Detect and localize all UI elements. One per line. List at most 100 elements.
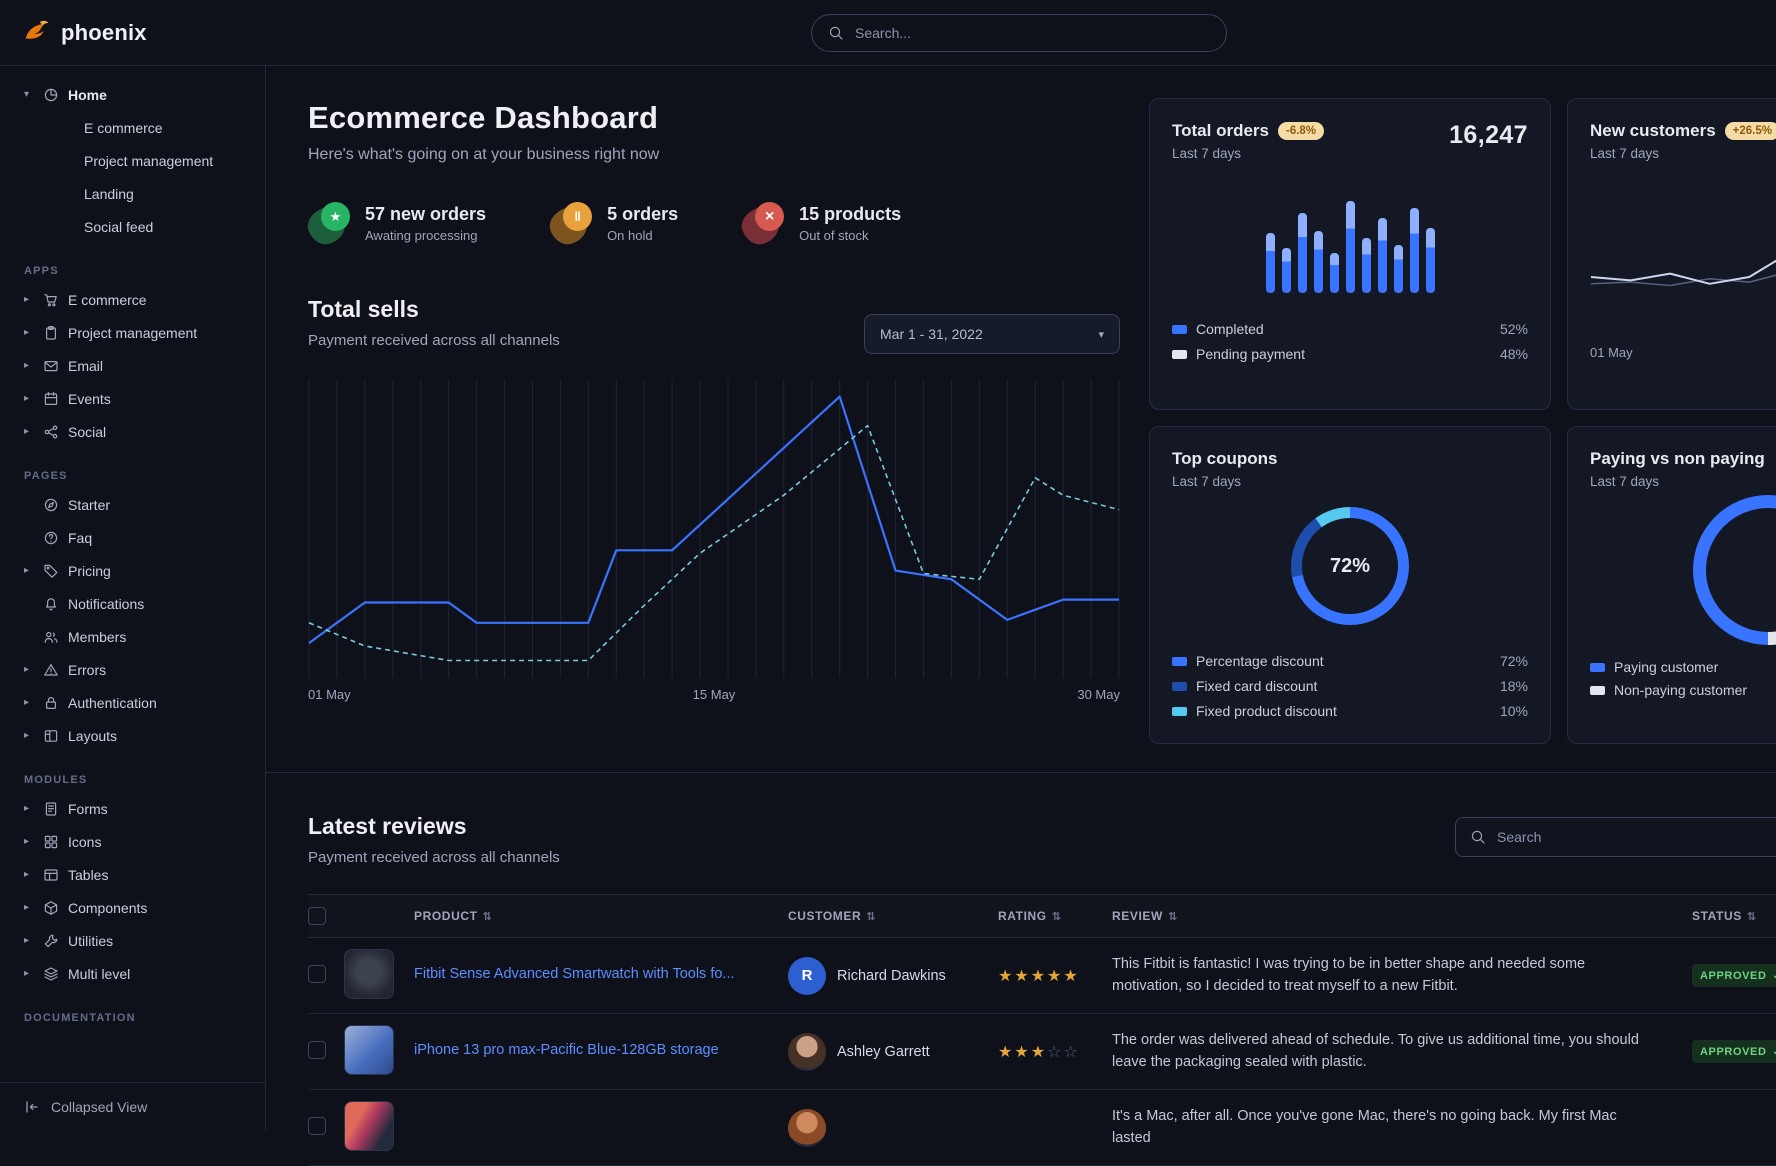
sidebar-collapse-toggle[interactable]: Collapsed View <box>0 1082 265 1130</box>
stat-value: 15 products <box>799 203 902 224</box>
row-checkbox[interactable] <box>308 1117 326 1135</box>
sidebar-item-forms[interactable]: ▸ Forms <box>0 792 265 825</box>
caret-right-icon: ▸ <box>24 426 30 437</box>
sidebar-item-utilities[interactable]: ▸ Utilities <box>0 924 265 957</box>
caret-right-icon: ▸ <box>24 836 30 847</box>
change-badge: -6.8% <box>1277 122 1325 140</box>
product-link[interactable]: iPhone 13 pro max-Pacific Blue-128GB sto… <box>414 1042 719 1058</box>
total-orders-card: Total orders -6.8% Last 7 days 16,247 Co… <box>1149 98 1551 410</box>
sidebar-item-project-management-dashboard[interactable]: Project management <box>0 144 265 177</box>
x-tick: 01 May <box>1590 345 1633 360</box>
topbar-search-input[interactable] <box>853 24 1210 42</box>
avatar <box>788 1108 826 1147</box>
product-image[interactable] <box>344 1025 394 1075</box>
sidebar-item-members[interactable]: Members <box>0 620 265 653</box>
new-customers-chart <box>1590 221 1776 331</box>
sort-icon: ⇅ <box>1167 910 1178 923</box>
sidebar-item-tables[interactable]: ▸ Tables <box>0 858 265 891</box>
total-sells-x-axis: 01 May 15 May 30 May <box>308 687 1120 702</box>
reviews-search-input[interactable] <box>1495 828 1770 846</box>
sidebar-item-home[interactable]: ▾ Home <box>0 78 265 111</box>
sidebar-item-email[interactable]: ▸ Email <box>0 349 265 382</box>
caret-right-icon: ▸ <box>24 968 30 979</box>
card-period: Last 7 days <box>1590 474 1660 489</box>
sidebar-item-ecommerce-dashboard[interactable]: E commerce <box>0 111 265 144</box>
sidebar-item-social[interactable]: ▸ Social <box>0 415 265 448</box>
sidebar-item-notifications[interactable]: Notifications <box>0 587 265 620</box>
sidebar-item-label: Pricing <box>68 562 111 579</box>
legend-item: Fixed product discount 10% <box>1172 703 1528 719</box>
stat-value: 57 new orders <box>365 203 487 224</box>
col-status[interactable]: STATUS ⇅ <box>1692 909 1757 923</box>
col-review[interactable]: REVIEW ⇅ <box>1112 909 1178 923</box>
sidebar-item-label: Forms <box>68 800 108 817</box>
col-rating[interactable]: RATING ⇅ <box>998 909 1062 923</box>
caret-right-icon: ▸ <box>24 902 30 913</box>
paying-vs-nonpaying-card: Paying vs non paying Last 7 days Paying … <box>1567 426 1776 744</box>
sidebar-item-layouts[interactable]: ▸ Layouts <box>0 719 265 752</box>
x-tick: 01 May <box>308 687 351 702</box>
row-checkbox[interactable] <box>308 1041 326 1059</box>
card-period: Last 7 days <box>1172 474 1242 489</box>
col-product[interactable]: PRODUCT ⇅ <box>414 909 493 923</box>
legend-bullet <box>1590 685 1605 695</box>
total-sells-subtitle: Payment received across all channels <box>308 332 560 349</box>
sidebar-item-label: Tables <box>68 866 109 883</box>
product-link[interactable]: Fitbit Sense Advanced Smartwatch with To… <box>414 966 735 982</box>
col-customer[interactable]: CUSTOMER ⇅ <box>788 909 877 923</box>
caret-right-icon: ▸ <box>24 565 30 576</box>
sidebar-item-starter[interactable]: Starter <box>0 488 265 521</box>
caret-down-icon: ▾ <box>24 89 30 100</box>
review-text: The order was delivered ahead of schedul… <box>1112 1031 1639 1070</box>
reviews-search[interactable] <box>1455 817 1776 857</box>
search-icon <box>1470 829 1486 845</box>
sidebar-item-authentication[interactable]: ▸ Authentication <box>0 686 265 719</box>
card-period: Last 7 days <box>1172 146 1242 161</box>
sort-icon: ⇅ <box>1051 910 1062 923</box>
sidebar-item-icons[interactable]: ▸ Icons <box>0 825 265 858</box>
brand-logo[interactable]: phoenix <box>22 16 147 49</box>
sidebar-item-multi-level[interactable]: ▸ Multi level <box>0 957 265 990</box>
sidebar-item-errors[interactable]: ▸ Errors <box>0 653 265 686</box>
latest-reviews-title: Latest reviews <box>308 813 467 839</box>
legend-bullet <box>1172 324 1187 334</box>
page-subtitle: Here's what's going on at your business … <box>308 146 660 163</box>
search-icon <box>828 25 844 41</box>
sidebar-item-label: Landing <box>84 185 134 202</box>
card-title: Top coupons <box>1172 449 1278 468</box>
chevron-down-icon: ▾ <box>1098 328 1104 341</box>
top-coupons-card: Top coupons Last 7 days 72% Percentage d… <box>1149 426 1551 744</box>
topbar-search[interactable] <box>811 14 1227 52</box>
sidebar-item-project-management[interactable]: ▸ Project management <box>0 316 265 349</box>
table-row: It's a Mac, after all. Once you've gone … <box>308 1090 1776 1166</box>
sidebar-item-social-feed[interactable]: Social feed <box>0 210 265 243</box>
sidebar-item-pricing[interactable]: ▸ Pricing <box>0 554 265 587</box>
product-image[interactable] <box>344 1101 394 1151</box>
stat-value: 5 orders <box>607 203 679 224</box>
select-all-checkbox[interactable] <box>308 907 326 925</box>
status-badge: APPROVED✓ <box>1692 1040 1776 1063</box>
file-text-icon <box>43 801 59 817</box>
caret-right-icon: ▸ <box>24 803 30 814</box>
bell-icon <box>43 596 59 612</box>
sidebar-item-label: Email <box>68 357 104 374</box>
sidebar-item-label: Icons <box>68 833 102 850</box>
date-range-select[interactable]: Mar 1 - 31, 2022 ▾ <box>864 314 1120 354</box>
total-orders-value: 16,247 <box>1449 121 1528 149</box>
caret-right-icon: ▸ <box>24 327 30 338</box>
sidebar-item-ecommerce[interactable]: ▸ E commerce <box>0 283 265 316</box>
sidebar-item-faq[interactable]: Faq <box>0 521 265 554</box>
caret-right-icon: ▸ <box>24 393 30 404</box>
product-image[interactable] <box>344 949 394 999</box>
sidebar-item-events[interactable]: ▸ Events <box>0 382 265 415</box>
card-title: Total orders <box>1172 121 1269 140</box>
row-checkbox[interactable] <box>308 965 326 983</box>
layout-icon <box>43 728 59 744</box>
caret-right-icon: ▸ <box>24 935 30 946</box>
sidebar-item-components[interactable]: ▸ Components <box>0 891 265 924</box>
hero-section: Ecommerce Dashboard Here's what's going … <box>266 66 1776 772</box>
compass-icon <box>43 497 59 513</box>
layers-icon <box>43 966 59 982</box>
sidebar-item-label: Layouts <box>68 727 118 744</box>
sidebar-item-landing[interactable]: Landing <box>0 177 265 210</box>
